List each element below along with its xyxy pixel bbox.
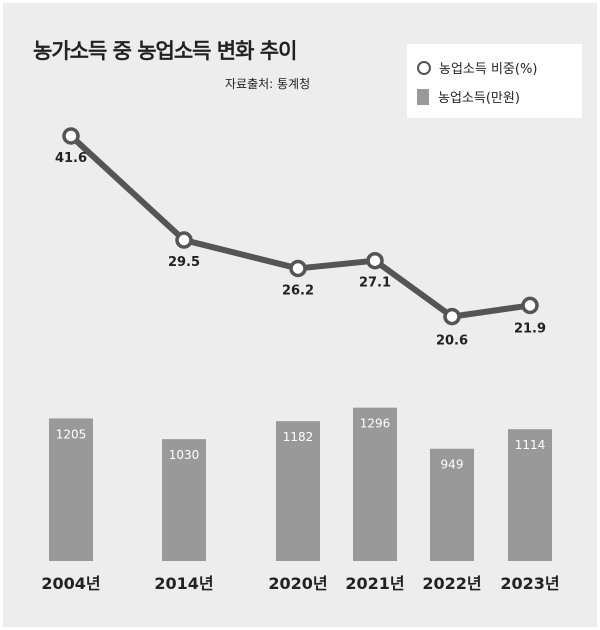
series-line: [68, 133, 533, 320]
legend-item-bar: 농업소득(만원): [417, 87, 520, 106]
x-tick-label: 2020년: [268, 574, 327, 593]
point-value-label: 20.6: [436, 334, 468, 349]
data-point: [443, 307, 461, 326]
data-point: [521, 296, 539, 315]
bar: [276, 421, 320, 561]
legend-line-label: 농업소득 비중(%): [439, 62, 538, 77]
chart-panel: 농가소득 중 농업소득 변화 추이 자료출처: 통계청 농업소득 비중(%) 농…: [3, 3, 597, 627]
legend-item-line: 농업소득 비중(%): [417, 58, 537, 77]
chart-title: 농가소득 중 농업소득 변화 추이: [33, 39, 297, 63]
x-tick-label: 2021년: [345, 574, 404, 593]
x-tick-label: 2023년: [500, 574, 559, 593]
legend: 농업소득 비중(%) 농업소득(만원): [407, 44, 582, 118]
bar-value-label: 1114: [515, 438, 546, 452]
point-value-label: 27.1: [359, 276, 391, 291]
data-point: [175, 231, 193, 249]
source-note: 자료출처: 통계청: [225, 77, 311, 91]
data-point: [62, 127, 80, 145]
bar-value-label: 1182: [283, 430, 314, 444]
x-tick-label: 2004년: [41, 574, 100, 593]
point-value-label: 29.5: [168, 255, 200, 270]
bar-value-label: 1296: [360, 417, 391, 431]
x-tick-label: 2022년: [422, 574, 481, 593]
bar-value-label: 949: [441, 458, 464, 472]
bar: [49, 418, 93, 561]
bar-value-label: 1030: [169, 448, 200, 462]
bar-value-label: 1205: [56, 427, 87, 441]
bar: [162, 439, 206, 561]
data-point: [289, 259, 307, 278]
bar: [353, 407, 397, 561]
circle-marker-icon: [417, 60, 431, 75]
data-point: [366, 251, 384, 270]
x-tick-label: 2014년: [154, 574, 213, 593]
bar: [508, 429, 552, 561]
point-value-label: 26.2: [282, 283, 314, 298]
legend-bar-label: 농업소득(만원): [438, 91, 520, 106]
point-value-label: 41.6: [55, 151, 87, 166]
point-value-label: 21.9: [514, 321, 546, 336]
combo-chart: 1205 1030 1182 1296 949 1114 2004년 2014년 2020년 20…: [41, 127, 560, 593]
bar-swatch-icon: [417, 88, 429, 105]
bar: [430, 448, 474, 561]
